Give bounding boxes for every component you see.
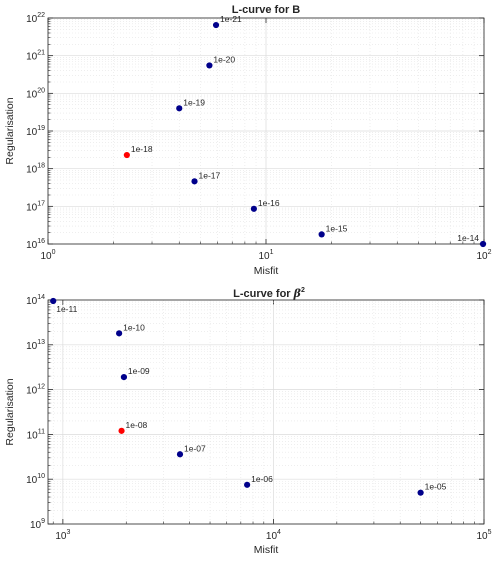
y-tick-label: 1017 <box>26 200 45 213</box>
data-point <box>250 205 257 212</box>
data-point-label: 1e-16 <box>258 198 280 208</box>
data-point-label: 1e-05 <box>425 482 447 492</box>
data-point <box>50 297 57 305</box>
y-tick-label: 1022 <box>26 12 45 25</box>
data-point <box>191 178 198 185</box>
data-point <box>206 62 213 69</box>
data-points: 1e-21 1e-20 1e-19 1e-18 1e-17 1e-16 1e-15 1e-14 <box>123 14 487 248</box>
data-point <box>116 330 123 337</box>
y-tick-label: 1011 <box>27 428 45 441</box>
x-tick-label: 100 <box>40 249 55 262</box>
data-point <box>212 21 220 29</box>
data-point-label: 1e-18 <box>131 144 153 154</box>
data-point-label: 1e-06 <box>251 474 273 484</box>
data-point <box>176 105 183 112</box>
y-tick-label: 1016 <box>26 238 45 251</box>
chart-bottom: L-curve for β2 103 104 105 109 1010 1011… <box>4 287 492 556</box>
x-axis-label: Misfit <box>254 544 279 556</box>
y-tick-labels: 1016 1017 1018 1019 1020 1021 1022 <box>26 12 45 251</box>
y-axis-label: Regularisation <box>4 378 16 445</box>
data-point <box>176 451 184 458</box>
plot-frame <box>47 17 485 245</box>
data-point-label: 1e-09 <box>128 366 150 376</box>
chart-top: L-curve for B 100 101 102 1016 1017 1018… <box>4 4 492 277</box>
y-tick-label: 1014 <box>26 294 45 307</box>
y-tick-label: 1021 <box>26 50 45 63</box>
data-point <box>120 374 128 381</box>
x-tick-label: 102 <box>476 249 491 262</box>
data-point <box>479 240 487 248</box>
data-point-label: 1e-20 <box>213 54 235 64</box>
data-points: 1e-11 1e-10 1e-09 1e-08 1e-07 1e-06 1e-05 <box>50 297 447 496</box>
data-point-highlighted <box>123 151 130 159</box>
data-point <box>417 489 424 496</box>
data-point-label: 1e-11 <box>56 304 77 314</box>
y-tick-labels: 109 1010 1011 1012 1013 1014 <box>26 294 45 531</box>
chart-title: L-curve for B <box>232 4 301 16</box>
x-tick-labels: 103 104 105 <box>55 529 491 542</box>
x-tick-label: 103 <box>55 529 70 542</box>
data-point <box>244 481 251 488</box>
data-point-label: 1e-15 <box>326 223 348 233</box>
data-point-label: 1e-10 <box>123 322 145 332</box>
data-point <box>318 231 325 238</box>
y-tick-label: 1018 <box>26 163 45 176</box>
data-point-label: 1e-08 <box>126 420 148 430</box>
y-tick-label: 1013 <box>26 339 45 352</box>
y-tick-label: 1020 <box>26 87 45 100</box>
data-point-label: 1e-17 <box>199 170 221 180</box>
x-tick-label: 104 <box>266 529 281 542</box>
y-tick-label: 1019 <box>26 125 45 138</box>
plot-frame <box>47 299 485 525</box>
x-tick-labels: 100 101 102 <box>40 249 491 262</box>
data-point-label: 1e-14 <box>457 233 479 243</box>
y-tick-label: 1010 <box>26 473 45 486</box>
y-tick-label: 1012 <box>26 384 45 397</box>
data-point-label: 1e-19 <box>183 97 205 107</box>
grid <box>47 17 485 245</box>
x-axis-label: Misfit <box>254 265 279 277</box>
plot-area <box>48 300 484 524</box>
data-point-label: 1e-07 <box>184 443 206 453</box>
y-tick-label: 109 <box>30 518 45 531</box>
x-tick-label: 101 <box>258 249 273 262</box>
chart-title: L-curve for β2 <box>233 287 305 300</box>
data-point-highlighted <box>118 427 125 434</box>
y-axis-label: Regularisation <box>4 97 16 164</box>
x-tick-label: 105 <box>476 529 491 542</box>
data-point-label: 1e-21 <box>220 14 242 24</box>
